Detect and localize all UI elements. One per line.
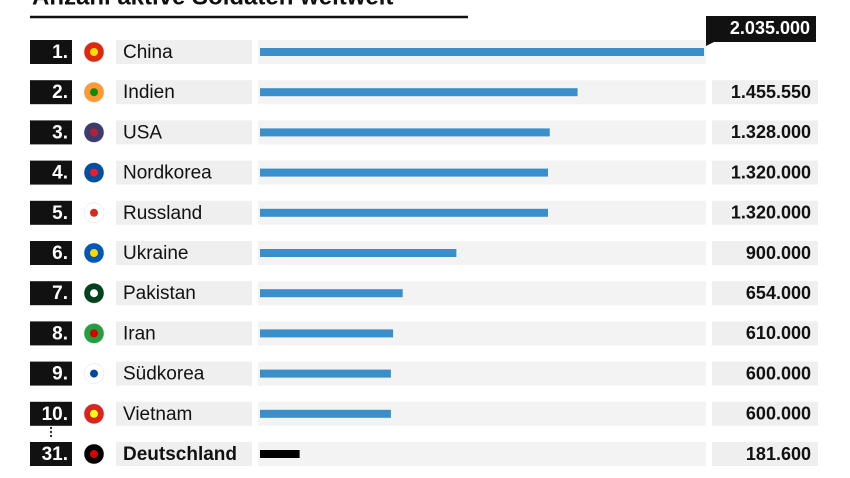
value-box <box>712 160 818 185</box>
rank-box <box>30 442 72 466</box>
flag-emblem <box>90 249 98 257</box>
bar-track <box>258 442 706 466</box>
flag-emblem <box>90 88 98 97</box>
value-box <box>712 241 818 265</box>
flag-emblem <box>90 128 98 137</box>
name-box <box>116 241 252 265</box>
flag-emblem <box>90 329 98 338</box>
rank-box <box>30 200 72 225</box>
flag-emblem <box>90 450 98 458</box>
name-box <box>116 160 252 185</box>
flag-emblem <box>90 289 98 298</box>
value-label: 1.320.000 <box>731 162 811 182</box>
bar <box>260 289 403 298</box>
name-box <box>116 80 252 105</box>
rank-box <box>30 80 72 105</box>
value-box <box>712 80 818 105</box>
bar <box>260 369 391 378</box>
rank-label: 8. <box>52 323 68 344</box>
value-label: 1.320.000 <box>731 203 811 223</box>
rank-box <box>30 361 72 386</box>
name-box <box>116 281 252 306</box>
bar <box>260 329 394 338</box>
rank-label: 2. <box>52 82 68 103</box>
bar <box>260 409 391 418</box>
name-box <box>116 321 252 346</box>
value-box <box>712 361 818 386</box>
value-pointer <box>706 36 714 46</box>
ellipsis-dot <box>49 426 53 430</box>
category-label: Vietnam <box>123 404 192 425</box>
rank-label: 31. <box>42 444 68 465</box>
rank-box <box>30 281 72 306</box>
bar <box>260 168 548 177</box>
name-box <box>116 120 252 145</box>
rank-box <box>30 321 72 346</box>
value-label: 600.000 <box>746 404 811 424</box>
rank-label: 5. <box>52 203 68 224</box>
chart-title: Anzahl aktive Soldaten weltweit <box>32 0 393 10</box>
value-box-highlight <box>706 16 816 42</box>
bar <box>260 249 457 257</box>
value-label: 900.000 <box>746 243 811 263</box>
category-label: Deutschland <box>123 444 237 465</box>
value-label: 2.035.000 <box>730 18 810 38</box>
ellipsis-dot <box>49 434 53 438</box>
category-label: Iran <box>123 323 156 344</box>
value-label: 1.455.550 <box>731 82 811 102</box>
ellipsis-dot <box>49 430 53 434</box>
bar <box>260 48 704 56</box>
name-box <box>116 401 252 426</box>
value-label: 1.328.000 <box>731 122 811 142</box>
value-box <box>712 401 818 426</box>
name-box <box>116 40 252 64</box>
value-label: 654.000 <box>746 283 811 303</box>
value-box <box>712 200 818 225</box>
category-label: China <box>123 42 173 63</box>
category-label: Nordkorea <box>123 163 212 184</box>
name-box <box>116 442 252 466</box>
value-box <box>712 321 818 346</box>
bar <box>260 450 300 458</box>
rank-box <box>30 120 72 145</box>
rank-label: 10. <box>42 404 68 425</box>
name-box <box>116 200 252 225</box>
bar <box>260 128 550 137</box>
rank-box <box>30 160 72 185</box>
category-label: Südkorea <box>123 364 205 385</box>
rank-box <box>30 40 72 64</box>
category-label: Russland <box>123 203 202 224</box>
flag-emblem <box>90 409 98 418</box>
flag-emblem <box>90 208 98 217</box>
value-box <box>712 442 818 466</box>
bar <box>260 208 548 217</box>
rank-label: 4. <box>52 163 68 184</box>
category-label: Indien <box>123 82 175 103</box>
flag-emblem <box>90 168 98 177</box>
rank-label: 3. <box>52 122 68 143</box>
value-label: 181.600 <box>746 444 811 464</box>
rank-label: 7. <box>52 283 68 304</box>
rank-label: 6. <box>52 243 68 264</box>
rank-box <box>30 401 72 426</box>
category-label: Pakistan <box>123 283 196 304</box>
value-box <box>712 120 818 145</box>
rank-box <box>30 241 72 265</box>
rank-label: 9. <box>52 364 68 385</box>
value-label: 600.000 <box>746 363 811 383</box>
rank-label: 1. <box>52 42 68 63</box>
category-label: USA <box>123 122 162 143</box>
flag-emblem <box>90 48 98 56</box>
value-box <box>712 281 818 306</box>
bar <box>260 88 578 97</box>
value-label: 610.000 <box>746 323 811 343</box>
flag-emblem <box>90 369 98 378</box>
category-label: Ukraine <box>123 243 188 264</box>
name-box <box>116 361 252 386</box>
